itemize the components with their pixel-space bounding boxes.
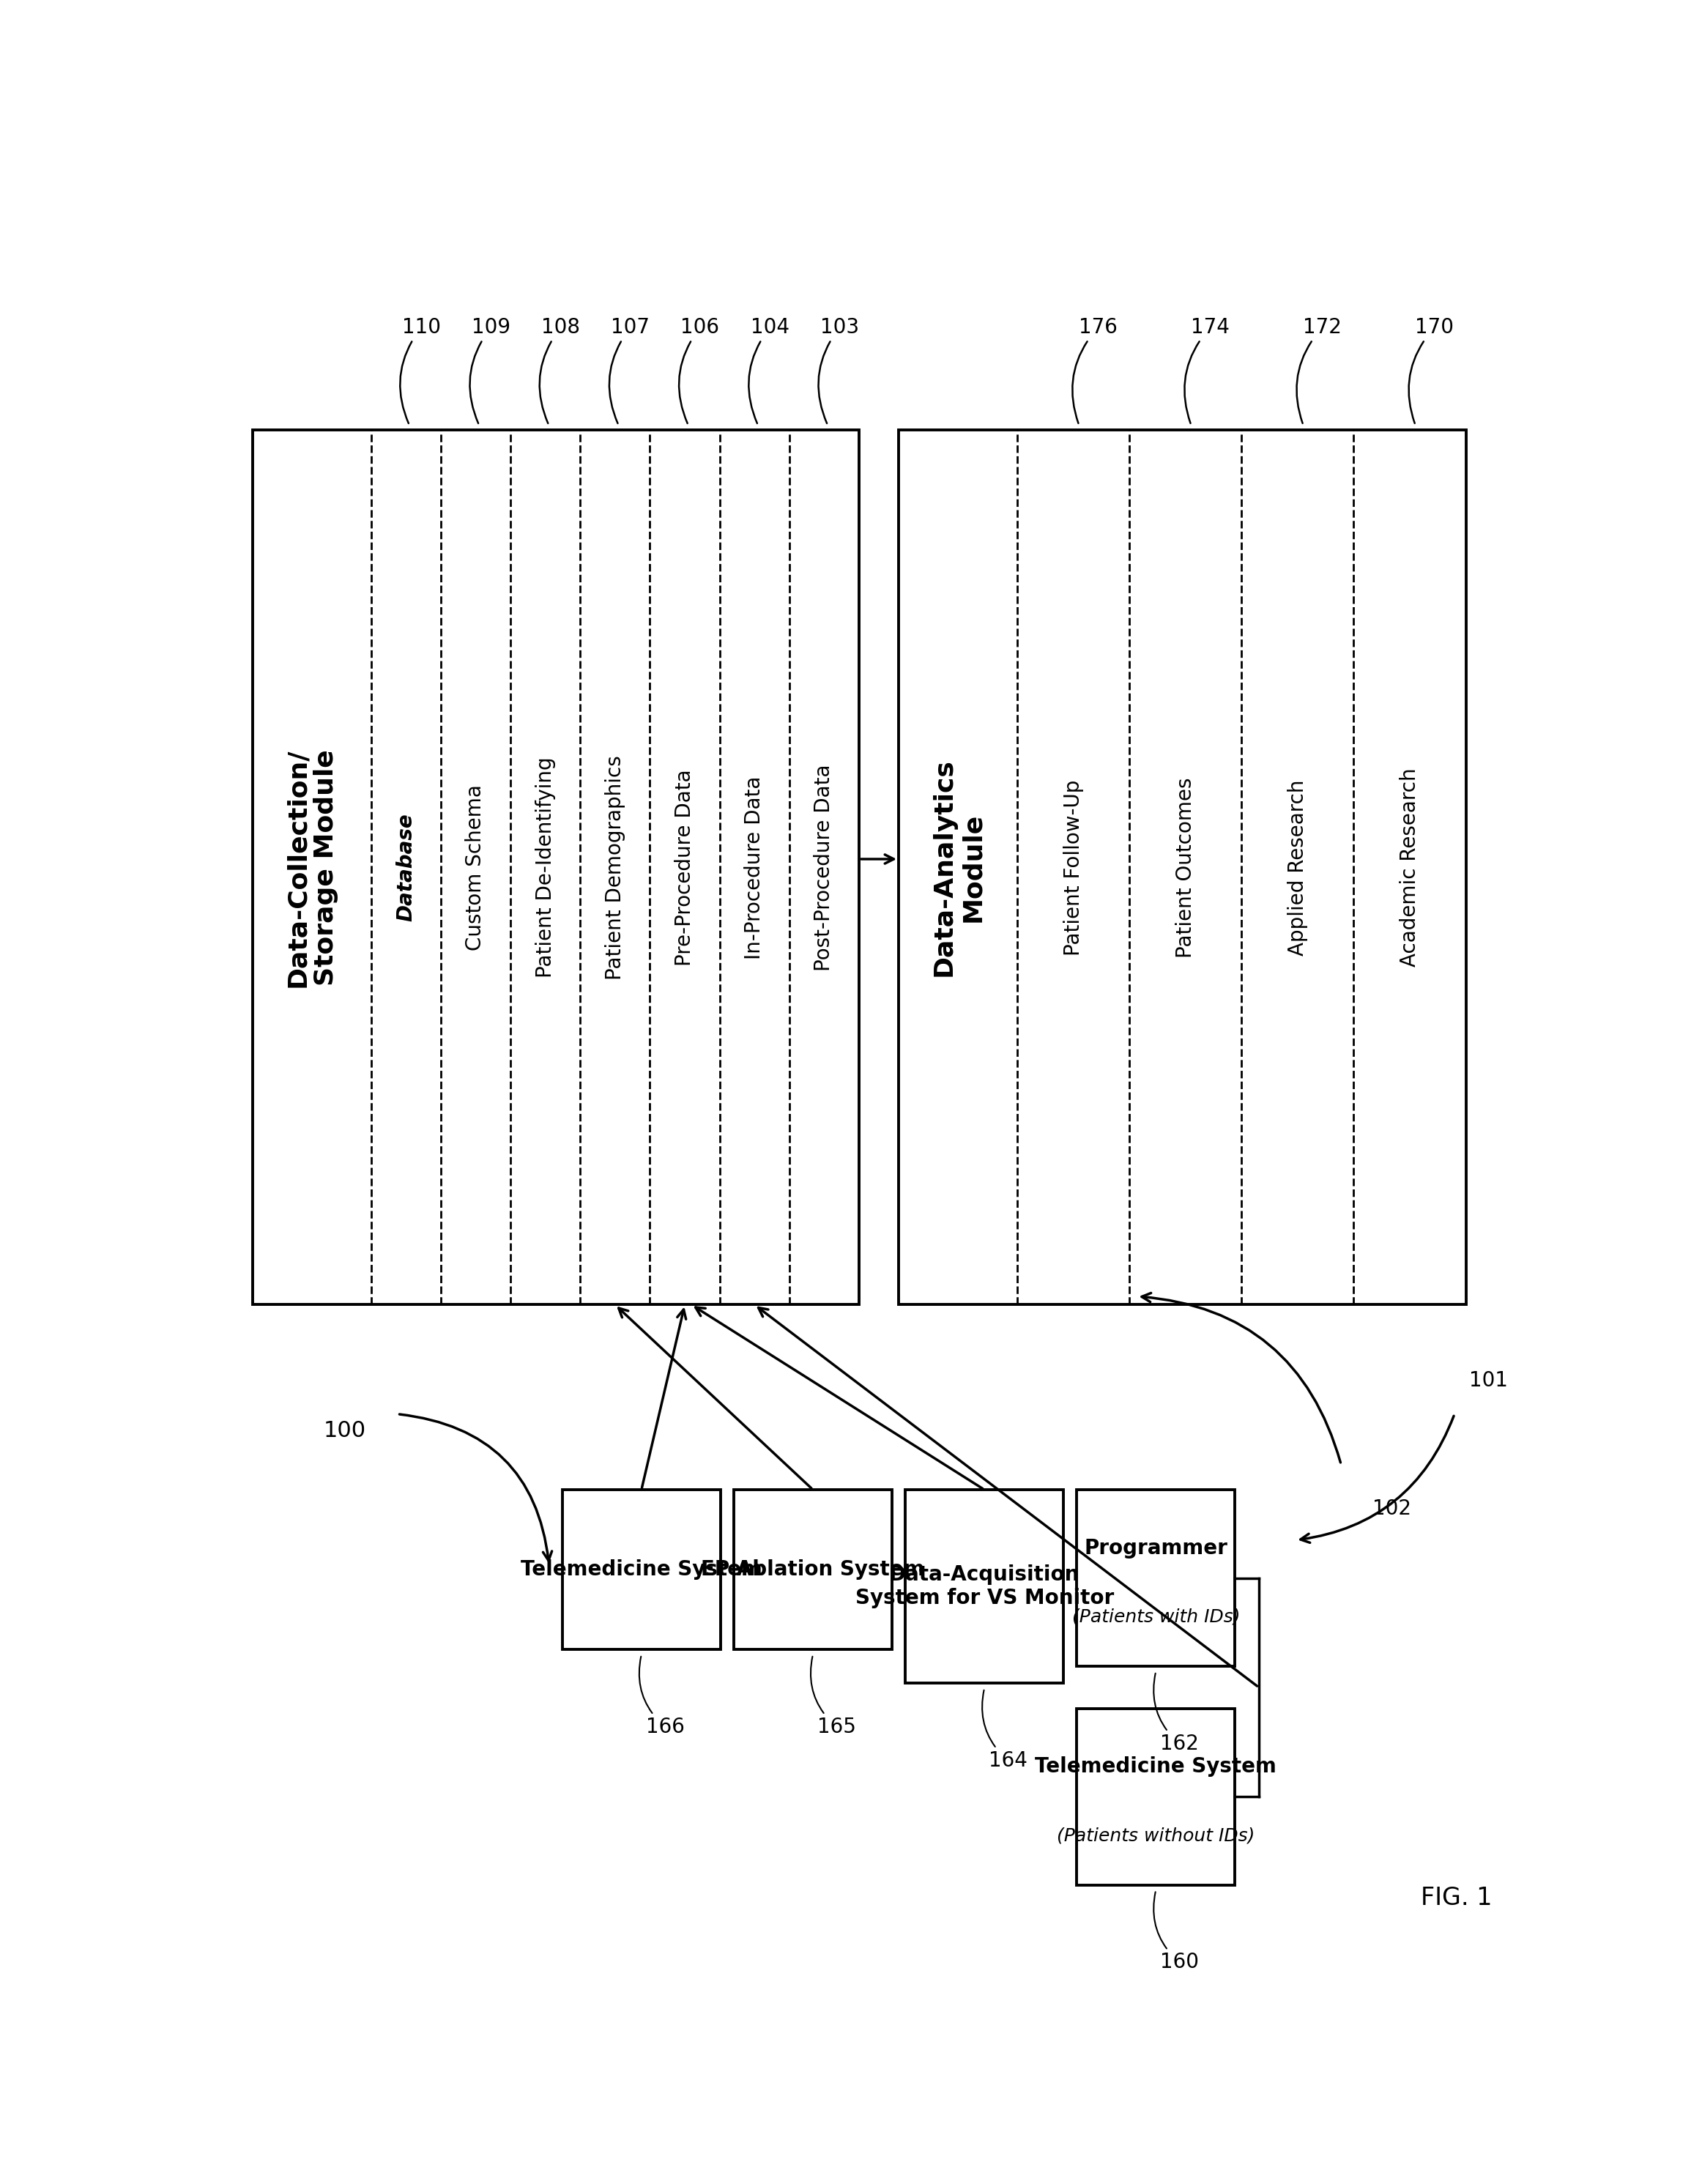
Text: Patient De-Identifying: Patient De-Identifying: [534, 758, 555, 978]
Text: (Patients with IDs): (Patients with IDs): [1072, 1607, 1241, 1625]
Bar: [1077, 1489, 1236, 1666]
Text: 107: 107: [609, 317, 650, 424]
Text: 110: 110: [400, 317, 441, 424]
Text: 165: 165: [810, 1655, 856, 1736]
Bar: [562, 1489, 720, 1649]
Text: 109: 109: [470, 317, 511, 424]
Text: 164: 164: [982, 1690, 1028, 1771]
Bar: [252, 430, 860, 1304]
Text: Academic Research: Academic Research: [1399, 769, 1419, 968]
Text: Patient Follow-Up: Patient Follow-Up: [1064, 780, 1084, 957]
Bar: [1077, 1708, 1236, 1885]
Text: Custom Schema: Custom Schema: [465, 784, 485, 950]
Text: 162: 162: [1154, 1673, 1198, 1754]
Text: Patient Outcomes: Patient Outcomes: [1176, 778, 1197, 959]
Text: Applied Research: Applied Research: [1287, 780, 1307, 957]
Text: Pre-Procedure Data: Pre-Procedure Data: [674, 769, 694, 965]
Text: 170: 170: [1409, 317, 1454, 424]
Text: 106: 106: [679, 317, 720, 424]
Bar: [734, 1489, 892, 1649]
Text: Telemedicine System: Telemedicine System: [1035, 1756, 1276, 1778]
Text: 176: 176: [1072, 317, 1118, 424]
Text: 102: 102: [1374, 1498, 1411, 1518]
Text: (Patients without IDs): (Patients without IDs): [1057, 1826, 1254, 1843]
Text: EP Ablation System: EP Ablation System: [701, 1559, 924, 1579]
Text: 100: 100: [323, 1420, 366, 1441]
Text: Data-Analytics
Module: Data-Analytics Module: [931, 758, 985, 976]
Text: Data-Collection/
Storage Module: Data-Collection/ Storage Module: [284, 747, 339, 987]
Bar: [905, 1489, 1064, 1684]
Text: 172: 172: [1297, 317, 1341, 424]
Text: 108: 108: [540, 317, 580, 424]
Bar: [899, 430, 1465, 1304]
Text: Data-Acquisition
System for VS Monitor: Data-Acquisition System for VS Monitor: [854, 1564, 1113, 1610]
Text: In-Procedure Data: In-Procedure Data: [744, 775, 764, 959]
Text: Post-Procedure Data: Post-Procedure Data: [814, 764, 834, 972]
Text: 104: 104: [749, 317, 790, 424]
Text: Database: Database: [395, 812, 417, 922]
Text: Patient Demographics: Patient Demographics: [604, 756, 625, 981]
Text: FIG. 1: FIG. 1: [1421, 1887, 1493, 1911]
Text: 101: 101: [1469, 1369, 1508, 1391]
Text: Programmer: Programmer: [1084, 1538, 1227, 1557]
Text: 103: 103: [819, 317, 860, 424]
Text: 174: 174: [1185, 317, 1229, 424]
Text: 166: 166: [640, 1655, 684, 1736]
Text: Telemedicine System: Telemedicine System: [521, 1559, 762, 1579]
Text: 160: 160: [1154, 1891, 1198, 1972]
